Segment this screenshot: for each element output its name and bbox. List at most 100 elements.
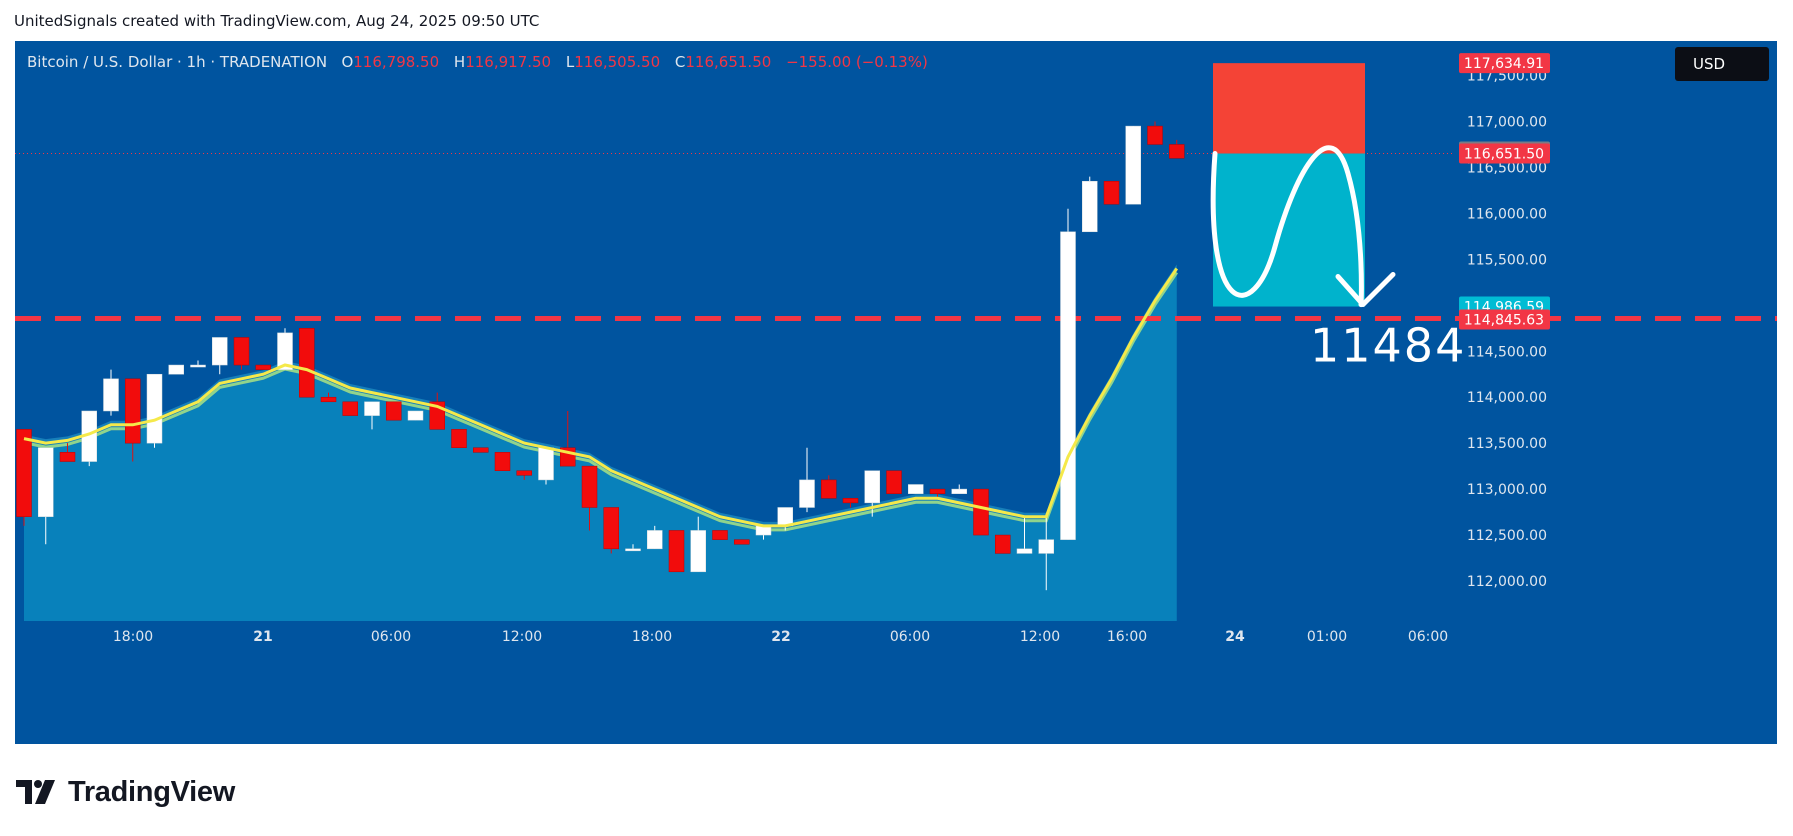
- candle-body: [842, 498, 859, 504]
- candle: [451, 429, 467, 448]
- candle-body: [407, 410, 424, 421]
- candle: [342, 401, 358, 416]
- candle-body: [908, 484, 924, 494]
- candle-body: [538, 447, 554, 481]
- target-annotation: 11484: [1310, 318, 1466, 372]
- change-value: −155.00 (−0.13%): [786, 53, 928, 71]
- candle-body: [299, 328, 315, 398]
- candle-body: [581, 465, 598, 508]
- candle: [146, 373, 163, 448]
- x-tick-label: 24: [1225, 629, 1245, 645]
- candle-body: [451, 429, 467, 448]
- candle: [799, 447, 815, 513]
- x-tick-label: 06:00: [1408, 629, 1448, 645]
- candle: [1038, 516, 1054, 591]
- candle: [364, 401, 380, 430]
- candle: [386, 401, 402, 421]
- candle: [842, 498, 859, 508]
- candle-body: [1147, 125, 1163, 145]
- candle: [168, 364, 184, 375]
- candle: [494, 452, 511, 471]
- y-tick-label: 114,000.00: [1467, 390, 1547, 406]
- candle-body: [473, 447, 489, 453]
- y-tick-label: 115,500.00: [1467, 252, 1547, 268]
- candle: [16, 429, 32, 526]
- candle-body: [864, 470, 880, 504]
- chart-attribution: UnitedSignals created with TradingView.c…: [14, 12, 540, 30]
- candle: [212, 337, 228, 375]
- y-tick-label: 116,500.00: [1467, 160, 1547, 176]
- open-value: 116,798.50: [353, 53, 440, 71]
- price-label-bg: [1459, 309, 1550, 330]
- candle-body: [1060, 231, 1076, 540]
- low-label: L: [565, 53, 575, 71]
- candle: [668, 530, 685, 573]
- candle-body: [494, 452, 511, 471]
- candle-body: [168, 364, 184, 375]
- x-tick-label: 06:00: [890, 629, 930, 645]
- price-chart[interactable]: 11484 112,000.00 112,500.00 113,000.00 113,5…: [15, 41, 1777, 744]
- y-tick-label: 113,500.00: [1467, 436, 1547, 452]
- candle: [277, 328, 293, 370]
- stop-loss-zone: [1213, 63, 1365, 154]
- candle: [38, 447, 54, 545]
- candle-body: [233, 337, 250, 366]
- candle-body: [777, 507, 793, 527]
- candle: [233, 337, 250, 370]
- tradingview-logo[interactable]: TradingView: [16, 772, 235, 812]
- chart-panel[interactable]: 11484 112,000.00 112,500.00 113,000.00 113,5…: [15, 41, 1777, 744]
- price-label-text: 116,651.50: [1464, 147, 1544, 163]
- candle-body: [1016, 548, 1033, 554]
- candle: [1125, 125, 1141, 205]
- candle-body: [125, 378, 141, 444]
- y-tick-label: 114,500.00: [1467, 344, 1547, 360]
- close-label: C: [674, 53, 686, 71]
- candle-body: [190, 364, 206, 368]
- candle: [1147, 121, 1163, 145]
- candle: [712, 530, 728, 540]
- symbol-title: Bitcoin / U.S. Dollar · 1h · TRADENATION: [27, 53, 328, 71]
- ema-line: [23, 267, 1178, 528]
- candle: [473, 447, 489, 453]
- candle-body: [1169, 144, 1185, 159]
- candle-body: [929, 488, 946, 494]
- candle-body: [103, 378, 119, 412]
- candle: [647, 525, 663, 550]
- candle: [821, 475, 837, 499]
- candle: [1103, 180, 1120, 205]
- candle-body: [799, 479, 815, 508]
- candle-body: [712, 530, 728, 540]
- x-tick-label: 06:00: [371, 629, 411, 645]
- candle-body: [212, 337, 228, 366]
- candle-body: [146, 373, 163, 444]
- candle-body: [951, 488, 967, 494]
- candle-body: [734, 539, 750, 545]
- candle: [625, 544, 641, 552]
- candle-body: [1082, 180, 1098, 233]
- currency-button[interactable]: USD: [1675, 47, 1769, 81]
- candle-body: [886, 470, 902, 494]
- y-tick-label: 112,000.00: [1467, 574, 1547, 590]
- candle: [103, 369, 119, 416]
- candle-body: [821, 479, 837, 499]
- candle: [1082, 176, 1098, 233]
- candle: [951, 484, 967, 494]
- candle: [973, 488, 989, 536]
- candle-body: [625, 548, 641, 552]
- candle: [1169, 139, 1185, 159]
- projection-curve: [1210, 145, 1364, 308]
- candle-body: [59, 452, 76, 462]
- price-label-badge: 116,651.50: [1459, 143, 1550, 164]
- candle-body: [320, 396, 337, 403]
- ema-area-fill: [24, 274, 1177, 621]
- candle-body: [516, 470, 532, 476]
- high-value: 116,917.50: [465, 53, 552, 71]
- candle-body: [255, 364, 271, 370]
- candle-body: [277, 332, 293, 370]
- x-tick-label: 21: [253, 629, 272, 645]
- projection-arrowhead: [1335, 272, 1396, 308]
- x-tick-label: 12:00: [502, 629, 542, 645]
- tradingview-logo-text: TradingView: [68, 775, 235, 808]
- candle: [407, 410, 424, 421]
- price-label-bg: [1459, 143, 1550, 164]
